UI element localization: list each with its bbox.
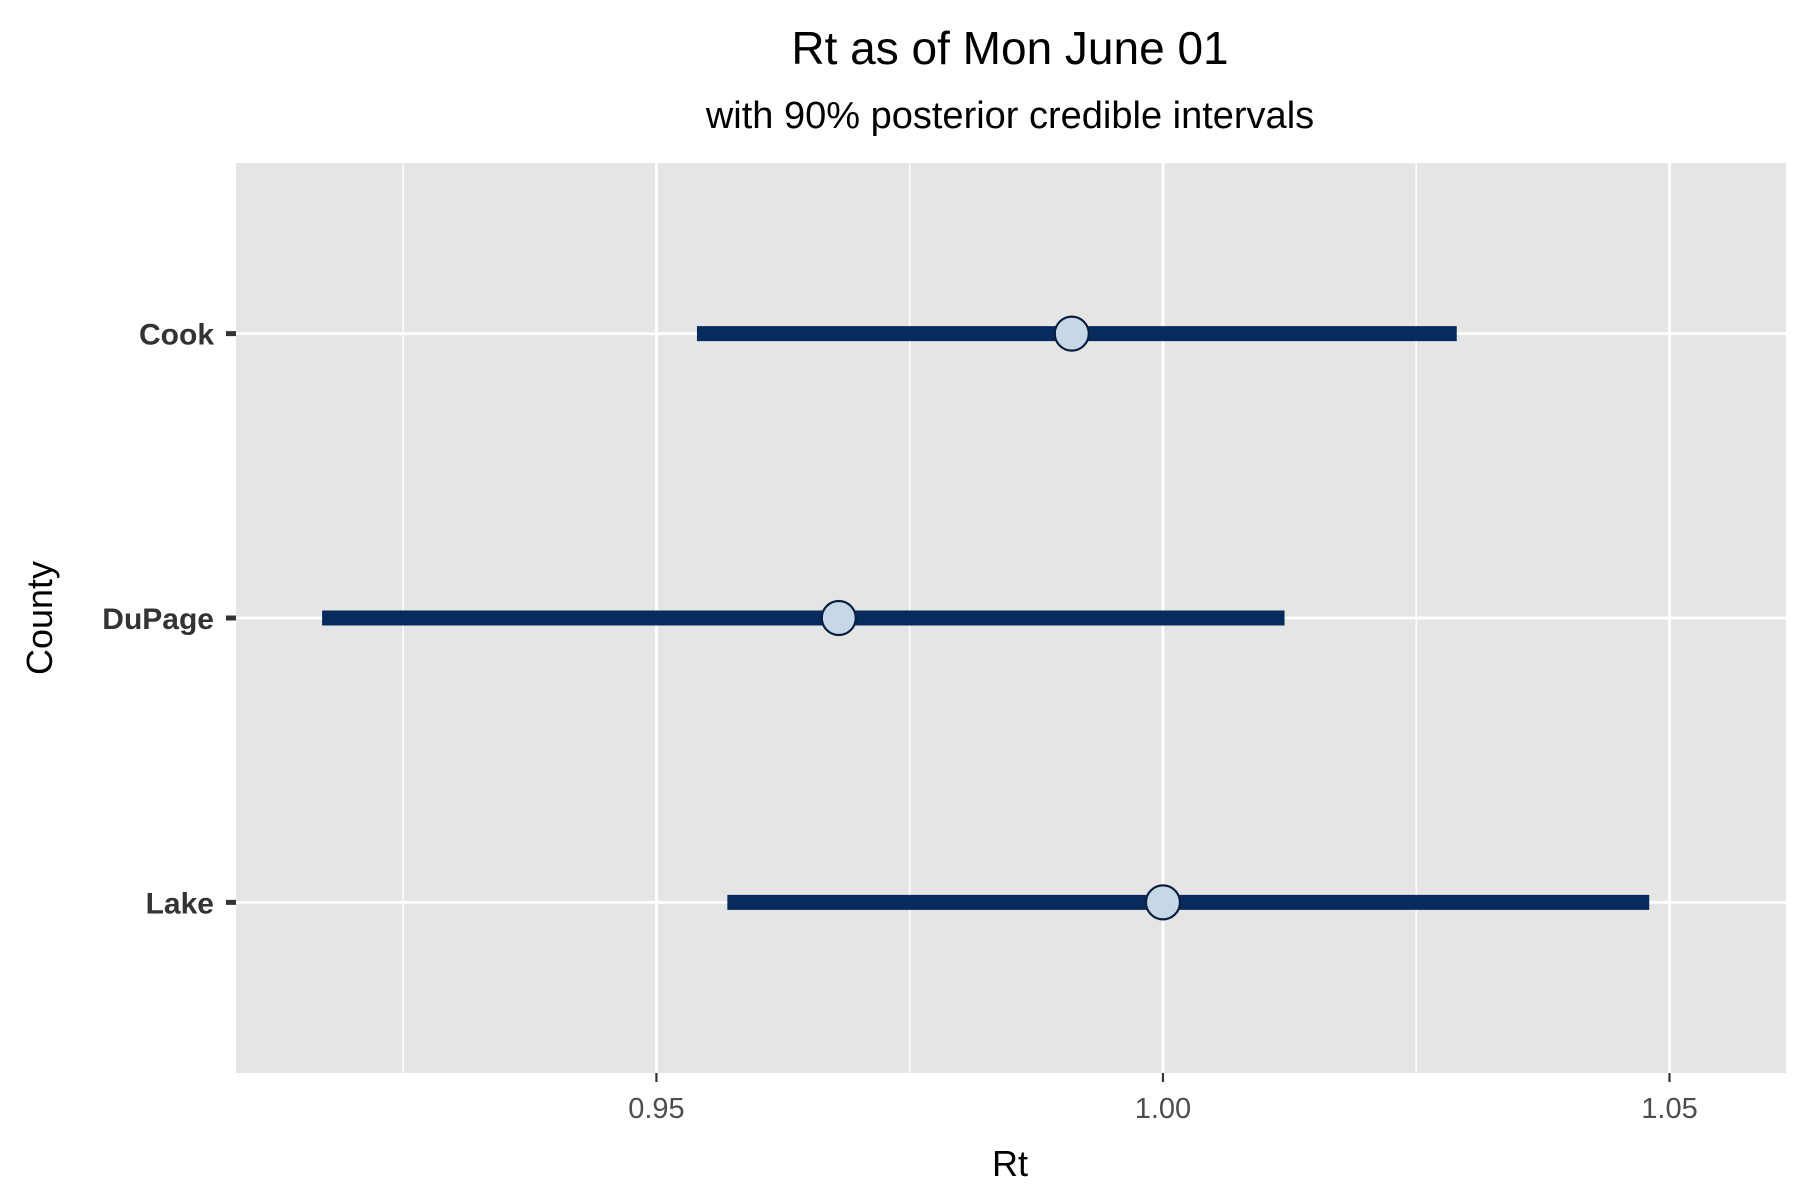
y-tick-label: DuPage — [102, 603, 214, 636]
x-axis-ticks: 0.95 1.00 1.05 — [628, 1073, 1698, 1125]
y-axis-ticks: Cook DuPage Lake — [102, 319, 236, 920]
y-tick-label: Cook — [139, 319, 214, 352]
x-tick-label: 1.00 — [1135, 1093, 1191, 1125]
y-axis-title: County — [19, 561, 60, 675]
point-estimate-cook — [1053, 315, 1090, 352]
x-tick-label: 1.05 — [1641, 1093, 1697, 1125]
y-tick-label: Lake — [146, 887, 214, 920]
chart-title: Rt as of Mon June 01 — [791, 22, 1228, 74]
chart-subtitle: with 90% posterior credible intervals — [705, 95, 1314, 137]
point-estimate-dupage — [820, 599, 857, 637]
x-axis-title: Rt — [992, 1143, 1028, 1184]
point-estimate-lake — [1144, 884, 1182, 921]
point-estimates — [820, 315, 1182, 921]
x-tick-label: 0.95 — [628, 1093, 684, 1125]
